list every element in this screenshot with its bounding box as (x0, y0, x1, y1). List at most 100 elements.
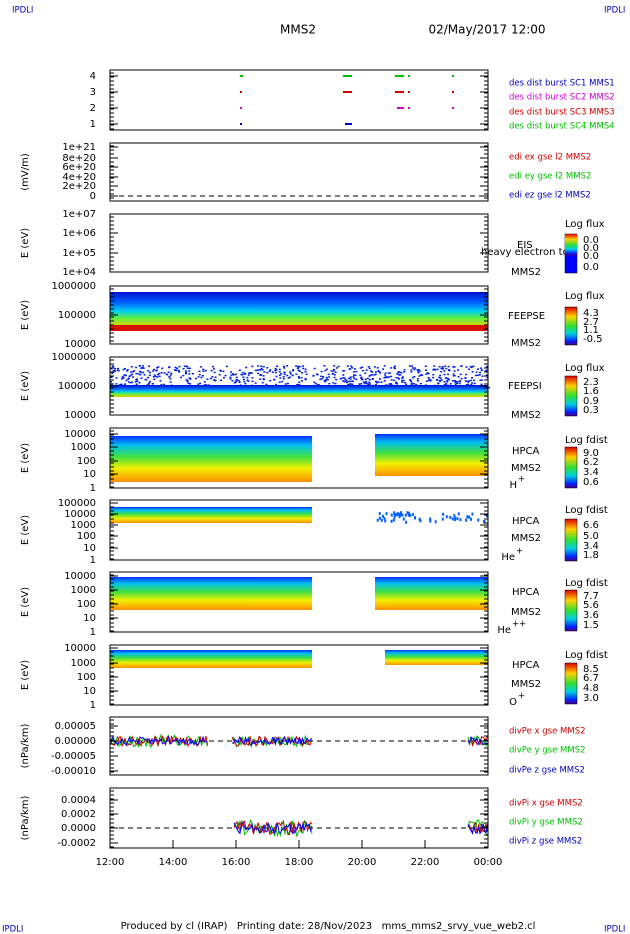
dot (347, 383, 350, 386)
dot (197, 383, 200, 385)
dot (467, 368, 470, 371)
dot (452, 366, 455, 368)
y-tick-label: 10000 (64, 643, 96, 654)
y-axis-label: (nPa/km) (20, 724, 31, 769)
dot (389, 382, 392, 385)
dot (113, 369, 116, 372)
dot (117, 367, 120, 370)
dot (259, 369, 262, 371)
y-axis-label: E (eV) (20, 371, 31, 401)
dot (320, 378, 323, 380)
dot (397, 377, 400, 379)
dot (231, 373, 234, 375)
dot (129, 381, 132, 384)
dot (397, 371, 400, 374)
dot (200, 366, 203, 368)
dot (328, 376, 331, 378)
dot (333, 376, 336, 379)
dot (345, 379, 348, 381)
dot (275, 383, 278, 386)
legend-entry: des dist burst SC2 MMS2 (509, 93, 615, 103)
dot (268, 370, 271, 373)
dot (335, 367, 338, 369)
spectrogram (110, 436, 312, 482)
dot (231, 380, 234, 382)
dot (126, 370, 129, 372)
y-axis-label: E (eV) (20, 660, 31, 690)
dot (142, 371, 145, 374)
dot (110, 381, 113, 383)
dot (339, 378, 342, 380)
dot (342, 374, 345, 376)
dot (471, 371, 474, 373)
dot (317, 383, 320, 386)
colorbar-label: Log fdist (565, 505, 608, 516)
dot (457, 376, 460, 378)
dot (235, 380, 238, 383)
dot (278, 374, 281, 377)
species-charge: + (518, 475, 525, 485)
dot (393, 367, 396, 370)
dot (123, 374, 126, 376)
dot (323, 380, 326, 382)
dot (161, 367, 164, 370)
dot (301, 372, 304, 374)
dot (436, 368, 439, 371)
dot (349, 378, 352, 380)
spectrogram (110, 507, 312, 523)
trace (467, 735, 488, 748)
y-tick-label: 1e+07 (62, 209, 96, 220)
y-axis-label: E (eV) (20, 300, 31, 330)
dot (486, 365, 489, 368)
dot (368, 367, 371, 370)
dot (255, 369, 258, 372)
dot (154, 375, 157, 378)
dot (132, 371, 135, 373)
dot (266, 367, 269, 369)
dot (127, 381, 130, 383)
x-tick-label: 20:00 (348, 857, 377, 868)
dot (337, 365, 340, 368)
dot (286, 382, 289, 385)
dot (434, 520, 437, 524)
dot (474, 374, 477, 377)
instrument-label: MMS2 (511, 533, 541, 544)
dot (250, 372, 253, 374)
dot (233, 381, 236, 384)
dot (148, 374, 151, 377)
colorbar-tick-label: 3.4 (583, 541, 599, 552)
dot (251, 365, 254, 368)
dot (271, 371, 274, 373)
dot (393, 365, 396, 368)
colorbar (564, 662, 578, 705)
dot (465, 373, 468, 376)
dot (454, 381, 457, 384)
dot (124, 374, 127, 376)
dot (364, 372, 367, 374)
dot (454, 518, 457, 522)
dot (297, 369, 300, 372)
dot (401, 377, 404, 379)
dot (437, 382, 440, 385)
dot (368, 378, 371, 381)
corner-label: IPDLI (2, 925, 23, 934)
dot (424, 365, 427, 367)
dot (280, 372, 283, 375)
instrument-label: HPCA (512, 516, 540, 527)
dot (244, 373, 247, 375)
dot (147, 383, 150, 385)
instrument-label: MMS2 (511, 267, 541, 278)
dot (382, 368, 385, 370)
dot (342, 380, 345, 382)
dot (210, 377, 213, 380)
dot (487, 386, 490, 389)
dot (178, 365, 181, 368)
species-label: He (501, 552, 515, 563)
dot (333, 373, 336, 376)
dot (355, 378, 358, 381)
dot (393, 515, 396, 519)
dot (485, 514, 488, 518)
dot (485, 369, 488, 372)
dot (130, 365, 133, 368)
dot (324, 379, 327, 381)
